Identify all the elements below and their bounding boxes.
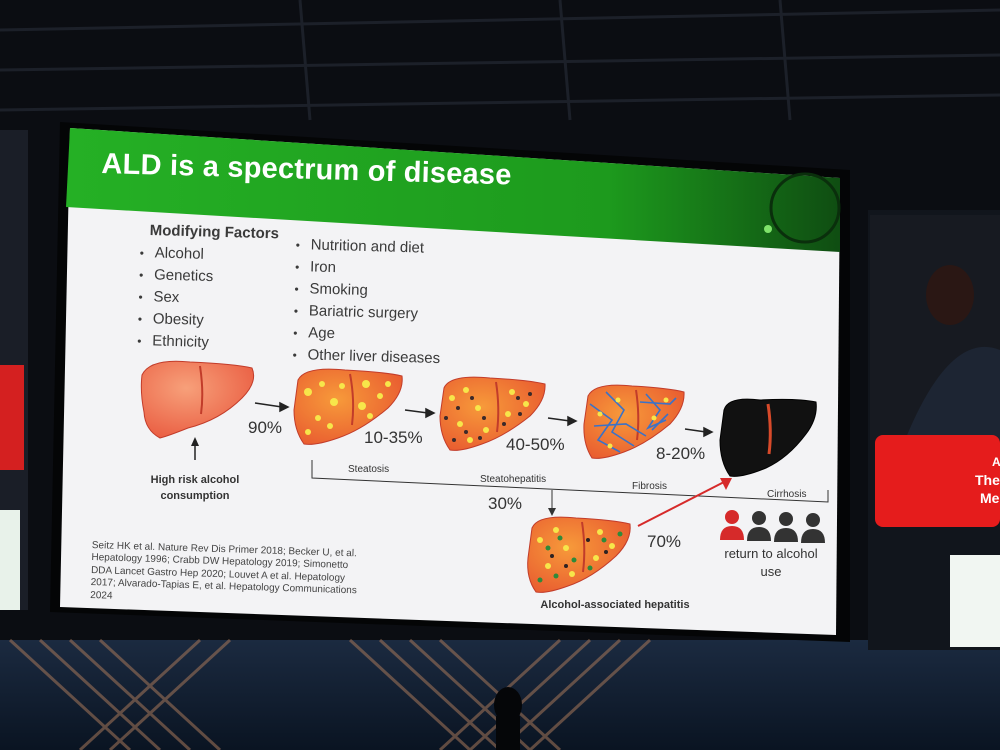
factor-item: Ethnicity [137,330,212,354]
return-to-alcohol-label: return to alcohol use [724,546,818,579]
percent-steatosis-to-steatohepatitis: 10-35% [364,428,423,447]
stage-label-cirrhosis: Cirrhosis [767,489,807,500]
side-screen-line3: Meet [980,490,1000,506]
percent-hepatitis-branch: 30% [488,494,523,513]
factors-left-list: Alcohol Genetics Sex Obesity Ethnicity [137,242,214,354]
factors-right-list: Nutrition and diet Iron Smoking Bariatri… [292,234,443,370]
modifying-factors-heading: Modifying Factors [149,222,280,243]
factor-item: Obesity [138,308,213,332]
percent-healthy-to-steatosis: 90% [248,418,283,437]
percent-fibrosis-to-cirrhosis: 8-20% [656,444,706,463]
references: Seitz HK et al. Nature Rev Dis Primer 20… [90,540,357,602]
factor-item: Genetics [139,264,214,288]
factor-item: Other liver diseases [292,344,440,370]
percent-hepatitis-to-cirrhosis: 70% [647,532,682,551]
person-icon-highlighted [720,510,744,540]
people-icons [720,510,825,543]
side-screen-line1: AASL [992,455,1000,469]
factor-item: Sex [138,286,213,310]
trigger-label: High risk alcohol consumption [150,474,240,502]
stage-label-steatohepatitis: Steatohepatitis [480,474,547,485]
hepatitis-label: Alcohol-associated hepatitis [540,599,690,611]
stage-label-steatosis: Steatosis [348,464,390,475]
side-screen-line2: The Li [975,472,1000,488]
person-icons-others [747,511,825,543]
stage-label-fibrosis: Fibrosis [632,481,668,492]
factor-item: Alcohol [139,242,214,266]
percent-steatohepatitis-to-fibrosis: 40-50% [506,435,565,454]
